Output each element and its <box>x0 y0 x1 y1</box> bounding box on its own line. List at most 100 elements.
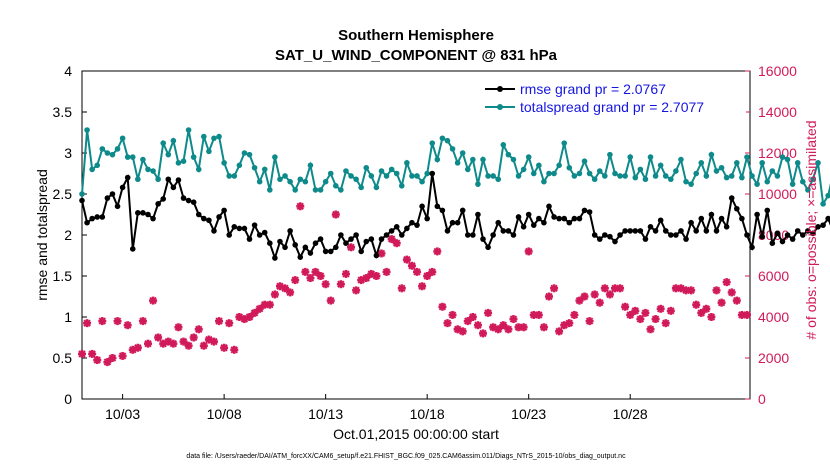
totalspread-point <box>546 170 552 177</box>
totalspread-point <box>723 174 730 181</box>
rmse-point <box>150 215 156 222</box>
totalspread-point <box>114 146 121 152</box>
rmse-point <box>825 215 830 222</box>
rmse-point <box>805 228 811 234</box>
totalspread-point <box>561 140 568 146</box>
obs-count-point <box>347 243 356 252</box>
totalspread-point <box>815 160 821 166</box>
obs-count-point <box>154 333 163 342</box>
rmse-point <box>246 236 253 242</box>
obs-count-point <box>306 274 315 283</box>
obs-count-point <box>108 354 117 362</box>
totalspread-point <box>500 142 507 148</box>
rmse-point <box>201 215 207 222</box>
x-tick-label: 10/28 <box>613 406 648 422</box>
totalspread-point <box>805 187 811 193</box>
y-tick-label: 1 <box>64 309 72 325</box>
rmse-point <box>119 184 126 191</box>
rmse-point <box>571 215 578 222</box>
rmse-point <box>358 248 364 255</box>
rmse-point <box>94 214 101 220</box>
obs-count-point <box>377 249 386 258</box>
totalspread-point <box>688 181 694 187</box>
obs-count-point <box>113 317 122 326</box>
obs-count-point <box>717 298 726 307</box>
rmse-point <box>586 209 593 215</box>
rmse-point <box>769 240 776 246</box>
obs-count-point <box>727 288 736 297</box>
rmse-point <box>698 215 705 222</box>
rmse-point <box>799 232 806 238</box>
totalspread-point <box>221 160 227 166</box>
totalspread-point <box>627 154 634 160</box>
totalspread-point <box>368 173 375 179</box>
obs-count-point <box>123 321 132 330</box>
rmse-point <box>657 217 664 224</box>
obs-count-point <box>458 327 467 336</box>
rmse-point <box>505 228 512 234</box>
totalspread-point <box>470 156 476 163</box>
totalspread-point <box>520 166 527 173</box>
rmse-point <box>190 199 197 205</box>
totalspread-point <box>216 133 222 140</box>
totalspread-point <box>353 176 359 183</box>
totalspread-point <box>419 178 425 185</box>
totalspread-point <box>505 151 512 158</box>
rmse-point <box>759 233 765 240</box>
totalspread-point <box>495 176 502 183</box>
rmse-point <box>256 232 263 238</box>
rmse-point <box>525 211 532 218</box>
totalspread-point <box>99 146 106 152</box>
rmse-point <box>652 228 659 234</box>
rmse-point <box>129 246 136 252</box>
obs-count-point <box>605 290 614 299</box>
rmse-point <box>673 232 679 238</box>
obs-count-point <box>209 337 218 346</box>
rmse-point <box>515 214 522 220</box>
obs-count-point <box>484 308 493 317</box>
totalspread-point <box>363 164 370 171</box>
totalspread-point <box>388 166 395 173</box>
rmse-point <box>332 244 339 251</box>
totalspread-point <box>195 166 202 173</box>
rmse-point <box>206 217 212 224</box>
rmse-point <box>459 207 466 214</box>
chart-subtitle: SAT_U_WIND_COMPONENT @ 831 hPa <box>275 47 558 64</box>
totalspread-point <box>424 170 430 177</box>
obs-count-point <box>413 267 422 276</box>
x-tick-label: 10/13 <box>308 406 343 422</box>
rmse-point <box>794 228 801 234</box>
y-right-tick-label: 16000 <box>758 63 797 79</box>
totalspread-point <box>596 168 603 174</box>
totalspread-point <box>251 164 258 171</box>
rmse-point <box>566 219 573 226</box>
rmse-point <box>267 240 273 246</box>
rmse-point <box>170 184 177 191</box>
rmse-point <box>739 215 745 222</box>
rmse-point <box>419 203 425 210</box>
totalspread-point <box>145 166 151 173</box>
totalspread-point <box>622 173 628 179</box>
y-tick-label: 4 <box>64 63 72 79</box>
rmse-point <box>297 254 304 260</box>
obs-count-point <box>555 327 564 336</box>
obs-count-point <box>270 290 279 299</box>
totalspread-point <box>551 170 557 177</box>
obs-count-point <box>448 310 457 319</box>
rmse-point <box>155 201 161 207</box>
x-axis-label: Oct.01,2015 00:00:00 start <box>333 426 499 442</box>
obs-count-point <box>199 341 208 350</box>
rmse-point <box>343 240 349 246</box>
rmse-point <box>662 228 669 234</box>
obs-count-point <box>301 267 310 276</box>
rmse-point <box>429 170 436 177</box>
totalspread-point <box>779 154 786 160</box>
totalspread-point <box>287 178 293 185</box>
totalspread-point <box>256 178 263 185</box>
legend: rmse grand pr = 2.0767 totalspread grand… <box>480 77 746 117</box>
totalspread-point <box>662 173 669 179</box>
y-right-tick-label: 14000 <box>758 104 797 120</box>
obs-count-point <box>194 325 203 334</box>
rmse-point <box>789 236 796 242</box>
rmse-point <box>622 228 628 234</box>
